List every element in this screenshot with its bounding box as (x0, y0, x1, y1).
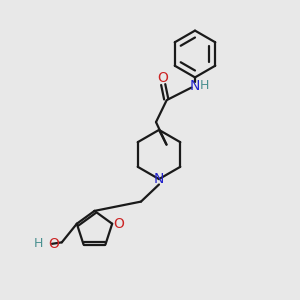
Text: O: O (113, 217, 124, 231)
Text: O: O (48, 237, 59, 251)
Text: O: O (158, 71, 168, 85)
Text: H: H (34, 237, 43, 250)
Text: H: H (200, 79, 209, 92)
Text: N: N (189, 79, 200, 92)
Text: N: N (154, 172, 164, 186)
